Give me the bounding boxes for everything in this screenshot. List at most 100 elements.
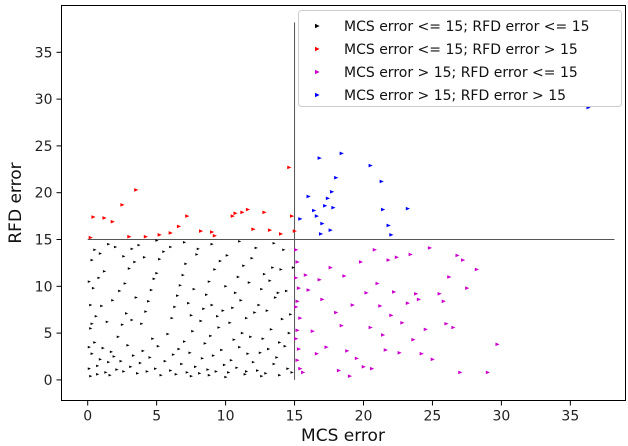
data-point [163, 359, 167, 363]
data-point [159, 373, 163, 377]
data-point [235, 366, 239, 370]
data-point [107, 360, 111, 364]
data-point [101, 346, 105, 350]
data-point [286, 367, 290, 370]
x-tick-label: 35 [561, 409, 579, 425]
data-point [287, 331, 291, 335]
data-point [87, 280, 91, 283]
data-point [102, 270, 107, 273]
data-point [90, 258, 94, 262]
data-point [157, 233, 162, 237]
data-point [182, 241, 187, 244]
data-point [261, 337, 265, 341]
data-point [97, 276, 101, 280]
data-point [189, 374, 194, 378]
data-point [368, 325, 373, 330]
data-point [93, 341, 97, 344]
data-point [158, 257, 162, 261]
data-point [225, 254, 229, 257]
data-point [295, 358, 300, 363]
data-point [111, 299, 115, 302]
data-point [381, 207, 386, 212]
data-point [296, 347, 302, 351]
data-point [231, 306, 235, 310]
data-point [328, 265, 333, 270]
x-tick-label: 15 [286, 409, 304, 425]
data-point [455, 253, 460, 258]
x-tick-label: 25 [424, 409, 442, 425]
data-point [133, 260, 137, 264]
data-point [290, 371, 294, 374]
data-point [108, 373, 112, 377]
data-point [123, 282, 127, 285]
data-point [149, 288, 154, 292]
data-point [109, 350, 114, 354]
data-point [383, 348, 388, 352]
data-point [339, 151, 344, 156]
data-point [350, 303, 355, 307]
data-point [134, 188, 139, 192]
data-point [216, 314, 220, 318]
data-point [375, 281, 380, 286]
data-point [178, 284, 182, 287]
y-tick-label: 20 [35, 186, 53, 202]
data-point [222, 363, 227, 367]
data-point [131, 354, 136, 357]
data-point [213, 268, 217, 271]
data-point [389, 313, 394, 318]
data-point [232, 338, 236, 341]
data-point [389, 233, 394, 237]
data-point [155, 271, 159, 275]
data-point [441, 299, 446, 304]
data-point [195, 253, 199, 256]
data-point [264, 372, 268, 375]
data-point [294, 336, 299, 341]
data-point [137, 243, 141, 247]
data-point [153, 367, 158, 370]
data-point [87, 367, 91, 370]
data-point [379, 179, 384, 184]
data-point [166, 332, 170, 336]
y-tick-label: 0 [44, 373, 53, 389]
y-tick-label: 10 [35, 279, 53, 295]
data-point [90, 352, 94, 355]
data-point [258, 351, 262, 355]
legend-marker [315, 46, 320, 52]
data-point [257, 303, 261, 307]
data-point [244, 316, 249, 320]
x-axis-ticks: 0 5 10 15 20 25 30 35 [83, 400, 579, 425]
data-point [224, 375, 228, 379]
data-point [386, 223, 391, 228]
data-point [151, 337, 155, 341]
data-point [253, 311, 257, 314]
data-point [233, 291, 238, 295]
data-point [243, 372, 247, 376]
data-point [233, 211, 238, 216]
data-point [89, 327, 93, 330]
data-point [148, 356, 152, 359]
data-point [323, 204, 328, 208]
data-point [162, 250, 166, 253]
data-point [130, 318, 134, 322]
data-point [271, 266, 275, 269]
legend-label: MCS error > 15; RFD error > 15 [344, 88, 566, 104]
data-point [244, 370, 249, 373]
data-point [176, 224, 182, 229]
data-point [169, 369, 173, 372]
data-point [221, 309, 225, 312]
data-point [240, 331, 245, 335]
data-point [430, 357, 435, 362]
data-point [169, 245, 173, 249]
data-point [444, 321, 449, 326]
data-point [228, 321, 232, 325]
data-point [246, 352, 250, 355]
data-point [460, 258, 466, 262]
y-axis-label: RFD error [6, 162, 26, 243]
data-points [87, 105, 591, 379]
data-point [198, 229, 204, 233]
data-point [276, 291, 280, 295]
data-point [262, 210, 267, 215]
data-point [278, 232, 284, 236]
data-point [87, 345, 91, 349]
